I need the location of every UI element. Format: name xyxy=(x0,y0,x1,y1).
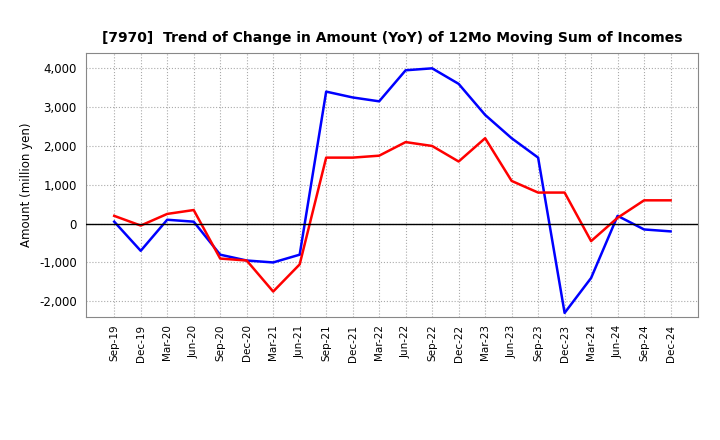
Ordinary Income xyxy=(375,99,384,104)
Net Income xyxy=(640,198,649,203)
Net Income xyxy=(534,190,542,195)
Ordinary Income xyxy=(666,229,675,234)
Ordinary Income xyxy=(560,310,569,315)
Net Income xyxy=(163,211,171,216)
Ordinary Income xyxy=(269,260,277,265)
Title: [7970]  Trend of Change in Amount (YoY) of 12Mo Moving Sum of Incomes: [7970] Trend of Change in Amount (YoY) o… xyxy=(102,31,683,45)
Ordinary Income xyxy=(189,219,198,224)
Ordinary Income xyxy=(136,248,145,253)
Net Income xyxy=(322,155,330,160)
Ordinary Income xyxy=(534,155,542,160)
Net Income xyxy=(110,213,119,219)
Line: Net Income: Net Income xyxy=(114,138,670,292)
Net Income xyxy=(613,215,622,220)
Net Income xyxy=(269,289,277,294)
Ordinary Income xyxy=(640,227,649,232)
Y-axis label: Amount (million yen): Amount (million yen) xyxy=(20,123,33,247)
Net Income xyxy=(243,258,251,263)
Net Income xyxy=(508,178,516,183)
Ordinary Income xyxy=(295,252,304,257)
Ordinary Income xyxy=(428,66,436,71)
Ordinary Income xyxy=(348,95,357,100)
Net Income xyxy=(375,153,384,158)
Net Income xyxy=(428,143,436,149)
Net Income xyxy=(348,155,357,160)
Net Income xyxy=(136,223,145,228)
Ordinary Income xyxy=(322,89,330,94)
Ordinary Income xyxy=(454,81,463,87)
Ordinary Income xyxy=(243,258,251,263)
Ordinary Income xyxy=(481,112,490,117)
Net Income xyxy=(560,190,569,195)
Line: Ordinary Income: Ordinary Income xyxy=(114,68,670,313)
Net Income xyxy=(189,207,198,213)
Net Income xyxy=(295,262,304,267)
Net Income xyxy=(666,198,675,203)
Ordinary Income xyxy=(163,217,171,222)
Ordinary Income xyxy=(401,68,410,73)
Net Income xyxy=(401,139,410,145)
Ordinary Income xyxy=(216,252,225,257)
Ordinary Income xyxy=(508,136,516,141)
Net Income xyxy=(216,256,225,261)
Net Income xyxy=(587,238,595,244)
Ordinary Income xyxy=(613,213,622,219)
Ordinary Income xyxy=(110,219,119,224)
Net Income xyxy=(454,159,463,164)
Ordinary Income xyxy=(587,275,595,281)
Net Income xyxy=(481,136,490,141)
